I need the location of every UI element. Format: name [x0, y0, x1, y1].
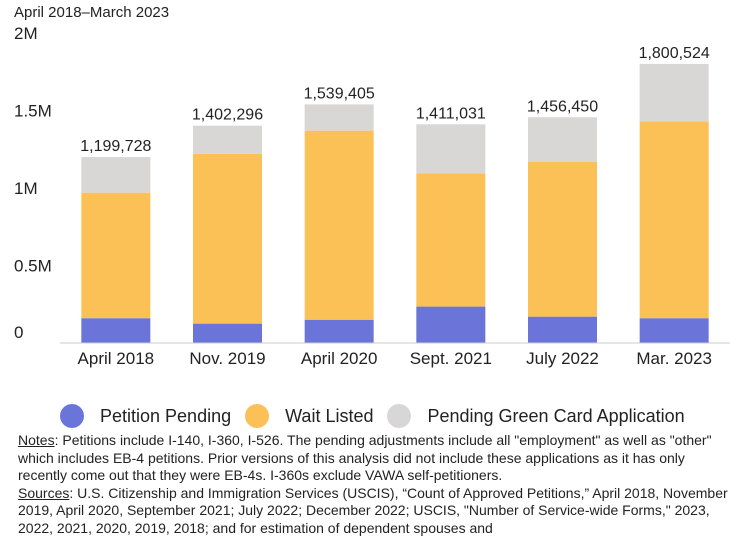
chart: April 2018–March 2023 0 0.5M 1M 1.5M 2M 1,19… [14, 4, 730, 368]
legend-swatch-wait-listed [245, 404, 270, 428]
notes-label: Notes [18, 432, 55, 448]
y-tick-label: 1M [14, 179, 38, 198]
bar-petition-pending-3 [416, 306, 486, 343]
y-tick-label: 0.5M [14, 257, 52, 276]
bar-pending-green-card-application-2 [304, 104, 374, 131]
notes-paragraph: Notes: Petitions include I-140, I-360, I… [18, 432, 736, 485]
chart-subtitle: April 2018–March 2023 [14, 4, 169, 21]
bar-total-label: 1,456,450 [527, 98, 598, 115]
sources-text: : U.S. Citizenship and Immigration Servi… [18, 484, 728, 536]
sources-paragraph: Sources: U.S. Citizenship and Immigratio… [18, 485, 736, 536]
x-tick-label: April 2020 [301, 349, 378, 368]
bar-petition-pending-5 [639, 318, 709, 343]
y-tick-label: 1.5M [14, 102, 52, 121]
x-tick-label: July 2022 [526, 349, 599, 368]
y-tick-label: 2M [14, 24, 38, 43]
x-axis: April 2018 Nov. 2019 April 2020 Sept. 2021 J… [60, 342, 730, 368]
bar-total-label: 1,411,031 [416, 105, 486, 122]
legend-label-pending-green-card: Pending Green Card Application [427, 405, 685, 426]
legend-swatch-pending-green-card [387, 404, 412, 428]
notes-text: : Petitions include I-140, I-360, I-526.… [18, 432, 712, 483]
legend: Petition Pending Wait Listed Pending Gre… [60, 402, 740, 430]
x-tick-label: April 2018 [78, 349, 155, 368]
bar-total-label: 1,800,524 [639, 45, 710, 62]
bar-wait-listed-5 [639, 121, 709, 319]
y-axis: 0 0.5M 1M 1.5M 2M [14, 24, 52, 342]
bars [81, 63, 709, 343]
bar-pending-green-card-application-0 [81, 157, 151, 193]
bar-total-label: 1,402,296 [192, 107, 263, 124]
notes-block: Notes: Petitions include I-140, I-360, I… [18, 432, 736, 536]
x-tick-label: Mar. 2023 [636, 349, 712, 368]
bar-wait-listed-4 [528, 161, 597, 317]
bar-wait-listed-2 [304, 130, 374, 320]
legend-item-wait-listed: Wait Listed [245, 404, 373, 428]
legend-label-wait-listed: Wait Listed [285, 405, 374, 426]
bar-pending-green-card-application-3 [416, 124, 486, 174]
bar-pending-green-card-application-5 [639, 63, 709, 122]
x-tick-label: Sept. 2021 [410, 349, 492, 368]
bar-petition-pending-1 [193, 323, 262, 343]
legend-item-pending-green-card: Pending Green Card Application [387, 404, 685, 428]
bar-total-label: 1,539,405 [304, 85, 375, 102]
x-tick-label: Nov. 2019 [189, 349, 265, 368]
sources-label: Sources [18, 484, 70, 501]
bar-total-label: 1,199,728 [80, 138, 151, 155]
bar-pending-green-card-application-1 [193, 125, 262, 154]
legend-swatch-petition-pending [60, 404, 84, 428]
bar-pending-green-card-application-4 [528, 117, 597, 162]
bar-wait-listed-0 [81, 192, 151, 319]
bar-petition-pending-4 [528, 316, 597, 343]
bar-wait-listed-1 [193, 153, 262, 324]
bar-total-labels: 1,199,728 1,402,296 1,539,405 1,411,031 1,45… [80, 45, 710, 155]
legend-item-petition-pending: Petition Pending [60, 404, 231, 428]
bar-petition-pending-0 [81, 318, 151, 343]
bar-wait-listed-3 [416, 173, 486, 307]
bar-petition-pending-2 [304, 319, 374, 343]
y-tick-label: 0 [14, 323, 23, 342]
legend-label-petition-pending: Petition Pending [100, 405, 232, 426]
